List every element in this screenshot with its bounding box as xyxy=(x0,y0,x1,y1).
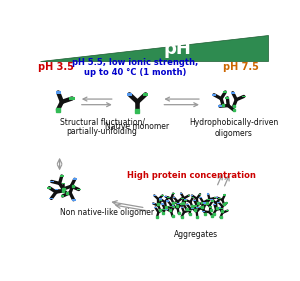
Bar xyxy=(127,93,132,96)
Bar xyxy=(213,204,216,205)
Text: pH 3.5: pH 3.5 xyxy=(38,62,74,72)
Text: Structural fluctuation/
partially-unfolding: Structural fluctuation/ partially-unfold… xyxy=(60,117,145,137)
Bar xyxy=(161,203,164,205)
Bar xyxy=(172,197,175,198)
Bar xyxy=(210,199,213,200)
Bar xyxy=(159,198,161,200)
Bar xyxy=(56,91,61,94)
Text: Hydrophobically-driven
oligomers: Hydrophobically-driven oligomers xyxy=(189,118,279,137)
Bar xyxy=(175,201,177,203)
Bar xyxy=(177,203,180,204)
Bar xyxy=(172,205,174,206)
Text: High protein concentration: High protein concentration xyxy=(127,171,255,180)
Bar xyxy=(224,91,227,93)
Bar xyxy=(220,208,223,209)
Bar xyxy=(61,195,64,197)
Bar xyxy=(201,202,203,204)
Bar xyxy=(77,189,81,191)
Bar xyxy=(161,195,164,196)
Bar xyxy=(196,207,199,208)
Bar xyxy=(167,197,169,198)
Bar xyxy=(192,196,194,198)
Bar xyxy=(218,198,221,200)
Bar xyxy=(180,193,182,194)
Bar xyxy=(152,203,154,204)
Bar xyxy=(162,209,165,210)
Bar xyxy=(184,199,187,201)
Bar xyxy=(199,207,202,208)
Bar xyxy=(242,96,246,97)
Bar xyxy=(180,203,182,205)
Bar xyxy=(50,181,53,182)
Bar xyxy=(202,211,205,212)
Bar xyxy=(203,202,206,204)
Bar xyxy=(169,206,172,207)
Bar xyxy=(143,93,148,96)
Bar xyxy=(199,197,202,198)
Bar xyxy=(181,198,184,199)
Bar xyxy=(190,195,194,196)
Bar xyxy=(73,178,77,180)
Bar xyxy=(154,207,157,208)
Bar xyxy=(61,183,64,184)
Bar xyxy=(181,207,183,208)
Bar xyxy=(207,199,210,200)
Bar xyxy=(173,206,175,208)
Bar xyxy=(224,194,226,196)
Bar xyxy=(214,197,217,198)
Bar xyxy=(204,204,207,205)
Bar xyxy=(226,210,229,211)
Bar xyxy=(218,105,222,107)
Text: Non native-like oligomer: Non native-like oligomer xyxy=(60,208,154,217)
Bar xyxy=(160,200,162,201)
Bar xyxy=(56,189,58,190)
Bar xyxy=(167,200,169,201)
Bar xyxy=(216,197,218,198)
Bar xyxy=(184,199,187,200)
Bar xyxy=(212,94,216,96)
Text: Native monomer: Native monomer xyxy=(105,122,170,131)
Bar xyxy=(188,195,190,196)
Polygon shape xyxy=(40,35,268,61)
Bar xyxy=(207,193,209,195)
Bar xyxy=(70,97,75,100)
Bar xyxy=(50,198,53,199)
Bar xyxy=(72,199,76,201)
Bar xyxy=(218,207,221,209)
Bar xyxy=(191,208,194,209)
Bar xyxy=(172,193,175,194)
Bar xyxy=(226,97,230,99)
Bar xyxy=(164,196,167,197)
Bar xyxy=(217,201,220,203)
Bar xyxy=(211,200,214,202)
Bar xyxy=(47,187,51,189)
Bar xyxy=(231,92,235,94)
Bar xyxy=(193,200,196,201)
Text: pH: pH xyxy=(163,40,191,58)
Text: pH 5.5, low ionic strength,
up to 40 °C (1 month): pH 5.5, low ionic strength, up to 40 °C … xyxy=(72,58,198,77)
Bar xyxy=(188,210,191,211)
Bar xyxy=(60,175,64,177)
Text: pH 7.5: pH 7.5 xyxy=(223,62,259,72)
Text: Aggregates: Aggregates xyxy=(173,230,218,239)
Bar xyxy=(209,206,212,208)
Bar xyxy=(153,195,156,196)
Bar xyxy=(199,194,202,195)
Bar xyxy=(225,202,228,203)
Bar xyxy=(194,205,196,207)
Bar xyxy=(165,208,167,210)
Bar xyxy=(186,204,188,205)
